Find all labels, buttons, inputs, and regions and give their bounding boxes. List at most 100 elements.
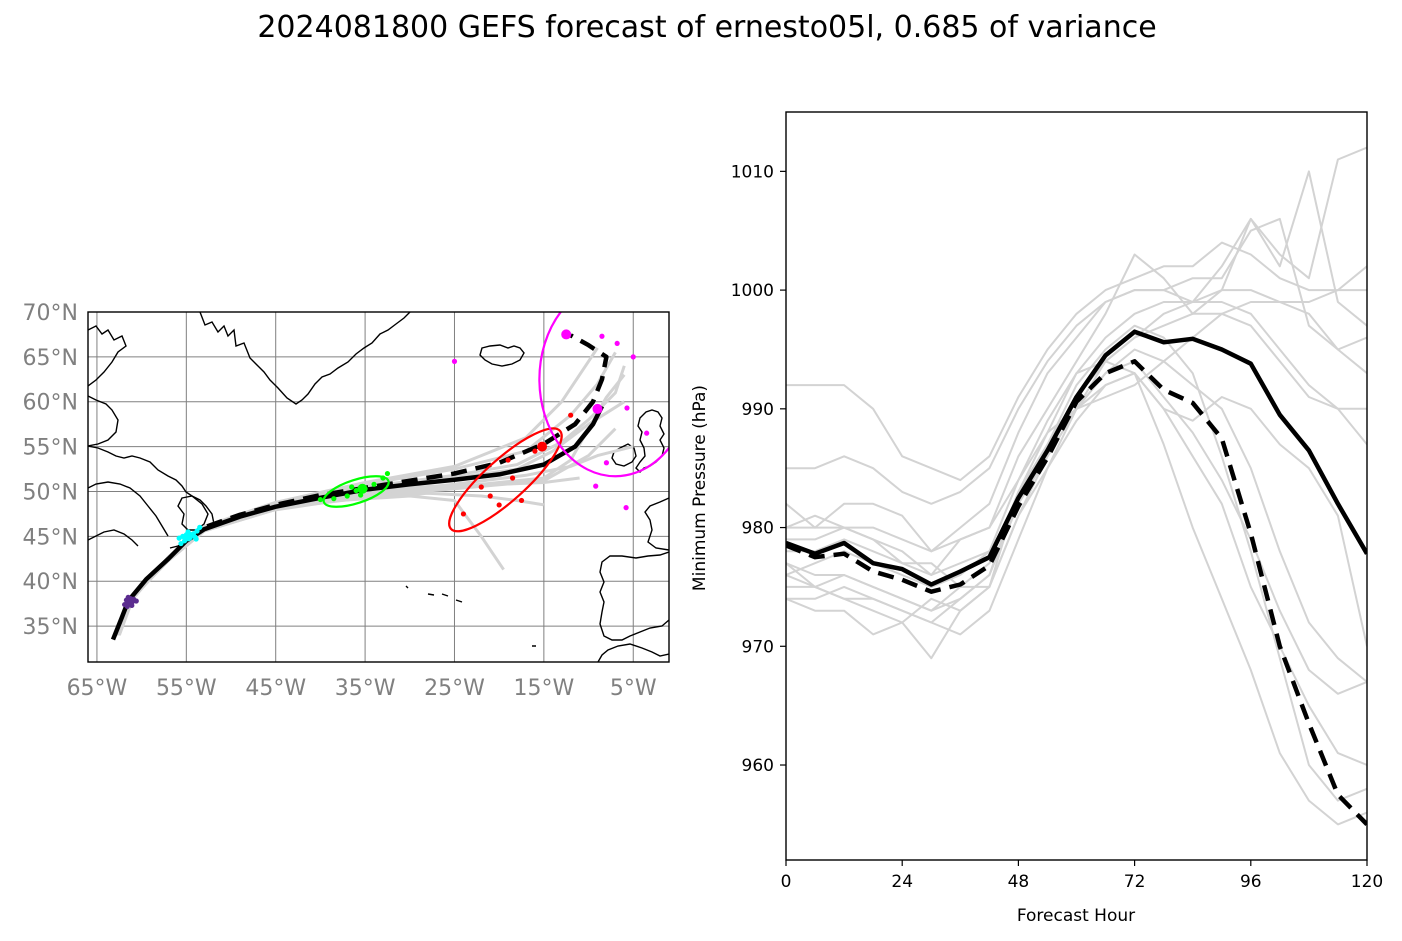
position-marker-h72-1 (331, 496, 337, 502)
pressure-ensemble-line-11 (786, 372, 1367, 647)
map-x-tick-label-1: 55°W (156, 676, 217, 701)
pressure-ensemble-line-2 (786, 146, 1367, 553)
france-coastline (644, 497, 669, 551)
map-x-tick-label-5: 15°W (513, 676, 574, 701)
pressure-x-tick-label-4: 96 (1240, 872, 1262, 892)
position-marker-h72-7 (358, 492, 364, 498)
map-y-tick-label-3: 55°N (23, 436, 78, 461)
map-frame (87, 311, 670, 663)
position-marker-h120-5 (624, 405, 630, 411)
track-map-panel: 65°W 55°W 45°W 35°W 25°W 15°W 5°W 70°N 65°N 60°N… (23, 301, 670, 701)
pressure-mean-line-dashed (786, 359, 1367, 826)
figure-title: 2024081800 GEFS forecast of ernesto05l, … (257, 10, 1157, 45)
pressure-x-tick-label-5: 120 (1351, 872, 1383, 892)
north-america-coastline (88, 325, 127, 387)
mean-position-marker-3 (537, 441, 548, 452)
position-marker-h72-4 (344, 493, 350, 499)
uncertainty-ellipse-2 (538, 312, 669, 478)
position-marker-h96-4 (460, 511, 467, 517)
pressure-x-tick-label-2: 48 (1008, 872, 1030, 892)
pressure-y-tick-label-3: 990 (742, 400, 774, 420)
pressure-y-tick-label-5: 1010 (731, 162, 774, 182)
position-marker-h48-11 (176, 535, 182, 541)
iceland-coastline (479, 344, 525, 367)
map-x-tick-label-0: 65°W (67, 676, 128, 701)
position-marker-h96-8 (532, 448, 538, 454)
pressure-x-tick-label-1: 24 (891, 872, 913, 892)
pressure-ensemble-line-12 (786, 301, 1367, 553)
pressure-ensemble-line-13 (786, 289, 1367, 624)
africa-coastline (597, 643, 669, 662)
pressure-ensemble-line-4 (786, 301, 1367, 660)
map-x-tick-label-3: 35°W (335, 676, 396, 701)
pressure-plot-panel: 0 24 48 72 96 120 960 970 980 990 1000 1010 Foreca… (690, 111, 1383, 926)
position-marker-h120-6 (603, 460, 610, 466)
uncertainty-ellipse-0 (322, 475, 390, 508)
pressure-plot-frame (785, 111, 1368, 861)
position-marker-h96-1 (509, 475, 516, 481)
gulf-coastline (88, 481, 169, 537)
mean-position-marker-5 (592, 403, 603, 414)
map-y-tick-label-5: 45°N (23, 525, 78, 550)
map-y-tick-label-6: 40°N (23, 570, 78, 595)
position-marker-h120-7 (593, 483, 599, 489)
map-y-tick-labels: 70°N 65°N 60°N 55°N 50°N 45°N 40°N 35°N (23, 301, 78, 640)
mean-position-marker-4 (561, 329, 572, 340)
pressure-y-ticks: 960 970 980 990 1000 1010 (731, 162, 786, 776)
position-marker-h48-3 (194, 528, 200, 534)
nova-scotia-coastline (88, 529, 139, 547)
iberia-coastline (599, 551, 669, 641)
pressure-ensemble-line-0 (786, 241, 1367, 482)
position-marker-h96-9 (478, 484, 484, 490)
position-marker-h96-3 (487, 493, 493, 499)
pressure-x-tick-label-3: 72 (1124, 872, 1146, 892)
pressure-ensemble-line-8 (786, 360, 1367, 826)
pressure-x-tick-label-0: 0 (781, 872, 792, 892)
position-marker-h24-6 (133, 598, 139, 604)
map-x-tick-label-4: 25°W (424, 676, 485, 701)
pressure-y-tick-label-0: 960 (742, 756, 774, 776)
map-y-tick-label-4: 50°N (23, 480, 78, 505)
pressure-ensemble-line-9 (786, 372, 1367, 766)
map-y-tick-label-0: 70°N (23, 301, 78, 326)
position-marker-h48-10 (193, 536, 199, 542)
position-marker-h96-7 (568, 412, 574, 418)
position-marker-h96-6 (496, 502, 502, 508)
uncertainty-ellipses (322, 312, 669, 533)
greenland-coastline (199, 312, 411, 405)
position-marker-h120-3 (614, 340, 620, 347)
map-y-tick-label-1: 65°N (23, 346, 78, 371)
pressure-mean-lines (786, 329, 1367, 826)
position-marker-h120-4 (630, 354, 636, 360)
baffin-coastline (88, 395, 119, 447)
map-y-tick-label-7: 35°N (23, 615, 78, 640)
pressure-y-tick-label-4: 1000 (731, 281, 774, 301)
mean-position-marker-2 (357, 483, 368, 494)
pressure-ensemble-line-3 (786, 170, 1367, 576)
map-y-tick-label-2: 60°N (23, 391, 78, 416)
position-marker-h96-2 (505, 457, 511, 463)
mean-position-marker-0 (125, 595, 136, 606)
position-marker-h120-8 (623, 505, 629, 511)
pressure-x-axis-label: Forecast Hour (1017, 906, 1135, 926)
pressure-mean-line-solid (786, 329, 1367, 587)
azores-islands (405, 585, 536, 647)
position-marker-h96-5 (518, 497, 525, 504)
map-x-tick-labels: 65°W 55°W 45°W 35°W 25°W 15°W 5°W (67, 676, 657, 701)
position-marker-h48-5 (178, 540, 184, 547)
position-marker-h72-3 (371, 481, 377, 487)
mean-track-dashed (185, 333, 609, 542)
position-marker-h72-8 (384, 470, 391, 477)
position-marker-h72-9 (349, 484, 355, 490)
position-marker-h72-6 (317, 496, 323, 503)
pressure-y-tick-label-1: 970 (742, 637, 774, 657)
position-marker-h120-2 (599, 333, 605, 339)
position-marker-h120-9 (451, 358, 458, 364)
pressure-ensemble-lines (786, 146, 1367, 826)
position-markers (122, 329, 650, 609)
uncertainty-ellipse-1 (448, 427, 563, 533)
map-x-tick-label-2: 45°W (245, 676, 306, 701)
pressure-ensemble-line-1 (786, 217, 1367, 505)
pressure-y-axis-label: Minimum Pressure (hPa) (690, 385, 710, 591)
